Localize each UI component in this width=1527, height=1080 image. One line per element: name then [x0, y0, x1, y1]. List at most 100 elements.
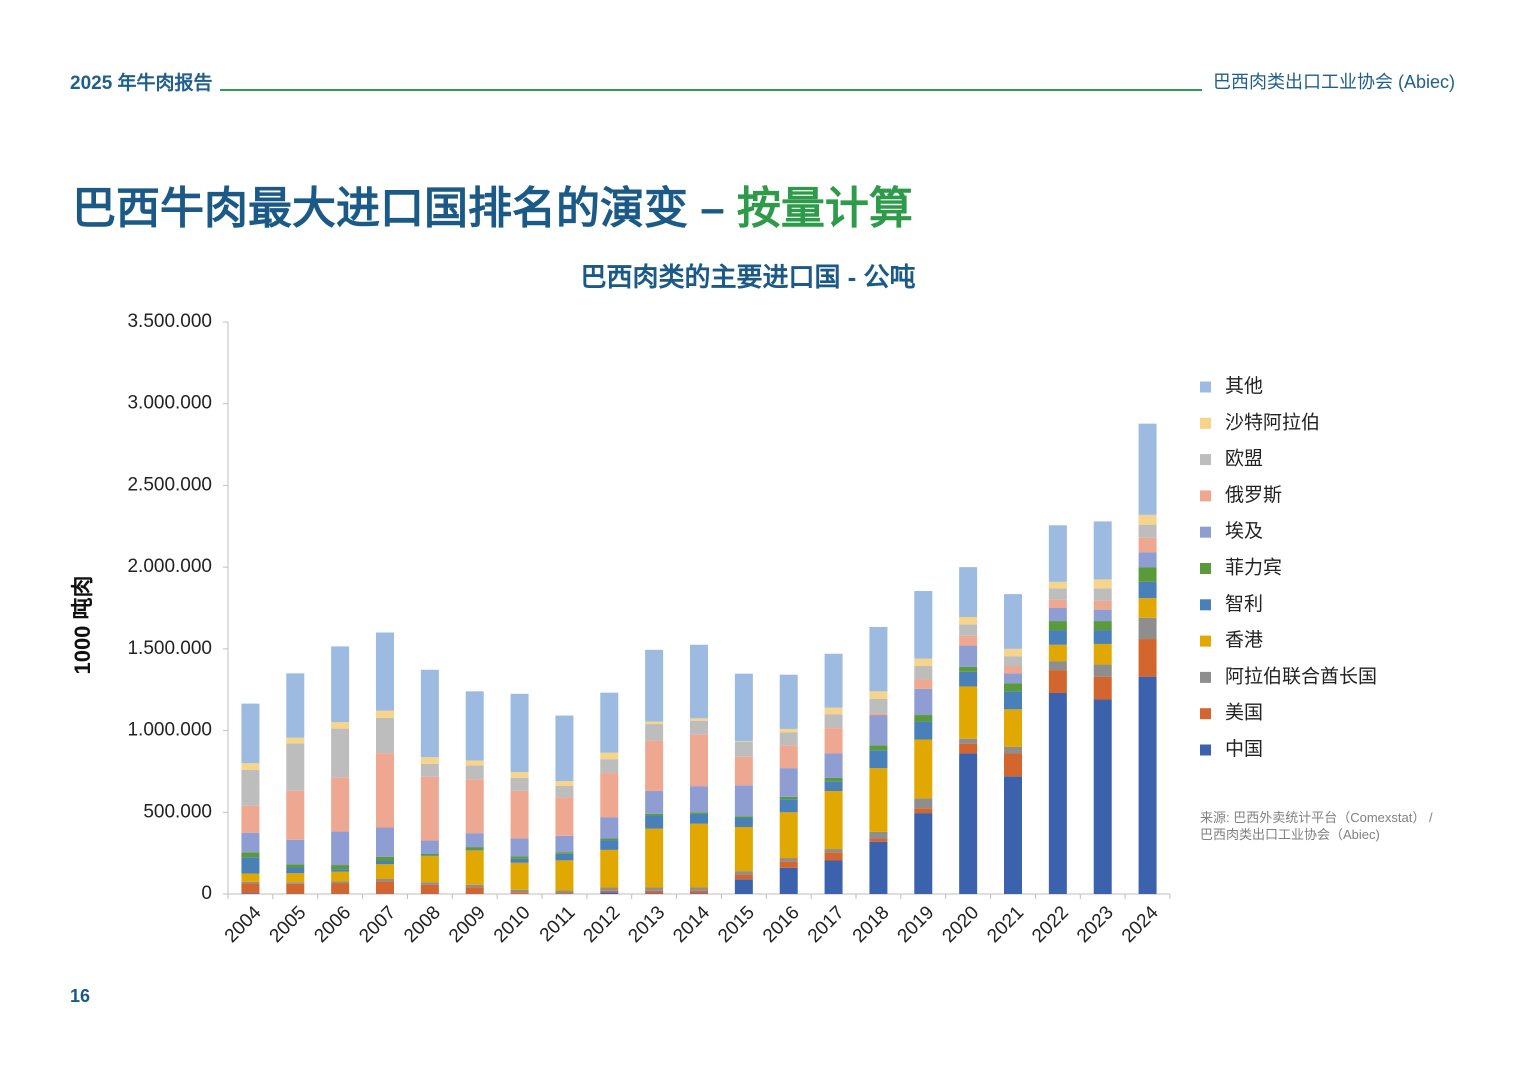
bar-segment [914, 679, 933, 689]
header-left: 2025 年牛肉报告 [70, 73, 213, 94]
bar-segment [1004, 666, 1022, 674]
bar-segment [555, 853, 574, 861]
bar-segment [376, 827, 394, 857]
bar-segment [600, 892, 619, 894]
bar-segment [824, 714, 843, 729]
bar-segment [690, 812, 708, 814]
bar-segment [869, 698, 888, 714]
bar-segment [959, 567, 978, 617]
source-line: 来源: 巴西外卖统计平台（Comexstat） / [1200, 810, 1433, 825]
bar-segment [286, 673, 305, 738]
bar-segment [600, 849, 619, 888]
bar-segment [869, 715, 888, 746]
header-right: 巴西肉类出口工业协会 (Abiec) [1212, 72, 1455, 92]
bar-segment [241, 873, 260, 882]
legend-swatch [1200, 635, 1211, 647]
bar-segment [600, 890, 619, 893]
bar-segment [1048, 608, 1067, 622]
bar-segment [690, 734, 708, 787]
bar-segment [286, 790, 305, 840]
bar-segment [420, 763, 439, 777]
bar-segment [331, 831, 350, 866]
bar-segment [510, 772, 529, 778]
bar-segment [779, 728, 798, 733]
bar-segment [420, 840, 439, 854]
bar-segment [1048, 644, 1067, 662]
bar-segment [241, 769, 260, 806]
bar-segment [690, 823, 708, 888]
bar-segment [734, 741, 753, 743]
bar-segment [914, 688, 933, 716]
bar-segment [286, 873, 305, 883]
bar-segment [779, 812, 798, 859]
bar-segment [555, 835, 574, 853]
legend-label: 沙特阿拉伯 [1225, 411, 1320, 433]
bar-segment [734, 742, 753, 757]
x-tick-label: 2009 [445, 902, 490, 947]
bar-segment [376, 878, 394, 882]
legend-label: 香港 [1225, 629, 1263, 651]
bar-segment [420, 776, 439, 841]
legend-label: 阿拉伯联合酋长国 [1225, 665, 1377, 687]
bar-segment [286, 743, 305, 791]
x-tick-label: 2005 [266, 902, 311, 947]
bar-segment [1093, 621, 1112, 631]
bar-segment [376, 753, 394, 828]
bar-segment [241, 805, 260, 833]
bar-segment [1004, 746, 1022, 754]
bar-segment [420, 757, 439, 764]
bar-segment [510, 862, 529, 890]
bar-segment [286, 839, 305, 865]
bar-segment [1138, 514, 1157, 525]
y-tick-label: 500.000 [143, 801, 212, 822]
bar-segment [779, 861, 798, 868]
bar-segment [779, 674, 798, 729]
bar-segment [824, 852, 843, 861]
bar-segment [465, 884, 484, 888]
bar-segment [959, 624, 978, 636]
y-tick-label: 3.500.000 [127, 311, 212, 332]
bar-segment [1138, 639, 1157, 677]
y-axis-title: 1000 吨肉 [70, 575, 95, 674]
bar-segment [1048, 599, 1067, 608]
bar-segment [914, 739, 933, 799]
legend-label: 埃及 [1225, 520, 1263, 542]
bar-segment [1048, 670, 1067, 693]
bar-segment [241, 852, 260, 858]
source-note: 来源: 巴西外卖统计平台（Comexstat） / 巴西肉类出口工业协会（Abie… [1200, 809, 1433, 843]
bar-segment [555, 781, 574, 786]
bar-segment [600, 838, 619, 841]
bar-segment [465, 850, 484, 885]
title-highlight: 按量计算 [736, 184, 913, 233]
legend-swatch [1200, 671, 1211, 683]
bar-segment [869, 745, 888, 751]
bar-segment [286, 737, 305, 744]
bar-segment [1048, 588, 1067, 600]
bar-segment [420, 853, 439, 856]
bar-segment [645, 828, 664, 888]
y-tick-label: 0 [201, 883, 212, 904]
bar-segment [241, 763, 260, 770]
x-tick-label: 2013 [624, 902, 669, 947]
y-tick-label: 1.000.000 [127, 720, 212, 741]
bar-segment [824, 753, 843, 778]
bar-segment [600, 840, 619, 850]
bar-segment [914, 666, 933, 680]
bar-segment [600, 752, 619, 760]
bar-segment [914, 715, 933, 722]
bar-segment [779, 732, 798, 746]
bar-segment [510, 693, 529, 773]
bar-segment [510, 858, 529, 863]
legend-swatch [1200, 526, 1211, 538]
legend-swatch [1200, 381, 1211, 393]
bar-segment [959, 645, 978, 667]
bar-segment [600, 692, 619, 753]
bar-segment [734, 879, 753, 894]
title-main: 巴西牛肉最大进口国排名的演变 – [72, 184, 737, 233]
y-tick-label: 1.500.000 [127, 638, 212, 659]
bar-segment [286, 864, 305, 868]
bar-segment [645, 649, 664, 722]
bar-segment [959, 686, 978, 739]
